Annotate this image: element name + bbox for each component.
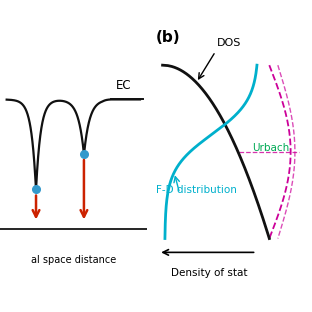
Text: Density of stat: Density of stat (171, 268, 248, 278)
Text: (b): (b) (156, 30, 181, 45)
Text: F-D distribution: F-D distribution (156, 185, 237, 195)
Text: al space distance: al space distance (31, 255, 116, 265)
Text: DOS: DOS (217, 38, 241, 48)
Text: Urbach: Urbach (252, 144, 290, 154)
Text: EC: EC (116, 79, 132, 92)
